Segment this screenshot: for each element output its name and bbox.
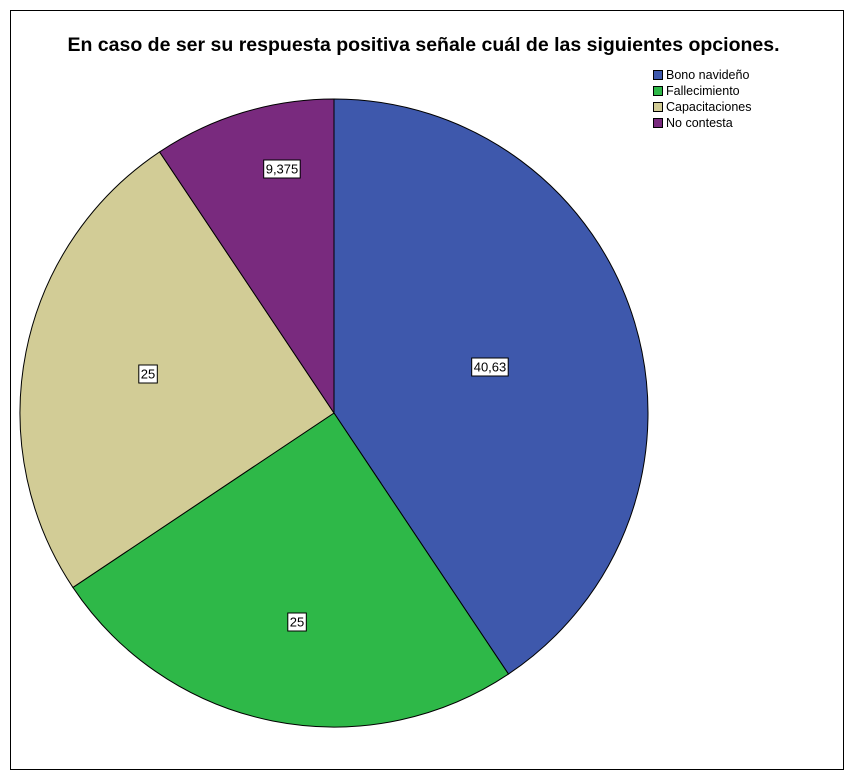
pie-slices <box>19 98 649 728</box>
data-label-no-contesta: 9,375 <box>263 159 301 179</box>
data-label-box <box>287 612 307 632</box>
data-label-fallecimiento: 25 <box>287 612 307 632</box>
data-label-text: 40,63 <box>474 360 507 375</box>
data-label-box <box>471 357 509 377</box>
legend-swatch <box>653 102 663 112</box>
chart-legend: Bono navideño Fallecimiento Capacitacion… <box>653 67 751 131</box>
data-label-text: 25 <box>290 615 304 630</box>
legend-swatch <box>653 86 663 96</box>
data-label-text: 9,375 <box>266 162 299 177</box>
data-label-box <box>138 364 158 384</box>
pie-slice-fallecimiento <box>72 412 510 728</box>
chart-title: En caso de ser su respuesta positiva señ… <box>67 34 780 56</box>
legend-item-capacitaciones: Capacitaciones <box>653 99 751 115</box>
legend-label: No contesta <box>666 116 733 130</box>
legend-label: Capacitaciones <box>666 100 752 114</box>
legend-swatch <box>653 118 663 128</box>
legend-item-fallecimiento: Fallecimiento <box>653 83 751 99</box>
legend-swatch <box>653 70 663 80</box>
legend-label: Fallecimiento <box>666 84 740 98</box>
data-label-box <box>263 159 301 179</box>
pie-data-labels: 40,63 25 25 9,375 <box>138 159 509 632</box>
legend-item-no-contesta: No contesta <box>653 115 751 131</box>
data-label-text: 25 <box>141 367 155 382</box>
legend-item-bono-navideno: Bono navideño <box>653 67 751 83</box>
data-label-bono-navideno: 40,63 <box>471 357 509 377</box>
pie-slice-capacitaciones <box>19 151 335 589</box>
legend-label: Bono navideño <box>666 68 750 82</box>
data-label-capacitaciones: 25 <box>138 364 158 384</box>
